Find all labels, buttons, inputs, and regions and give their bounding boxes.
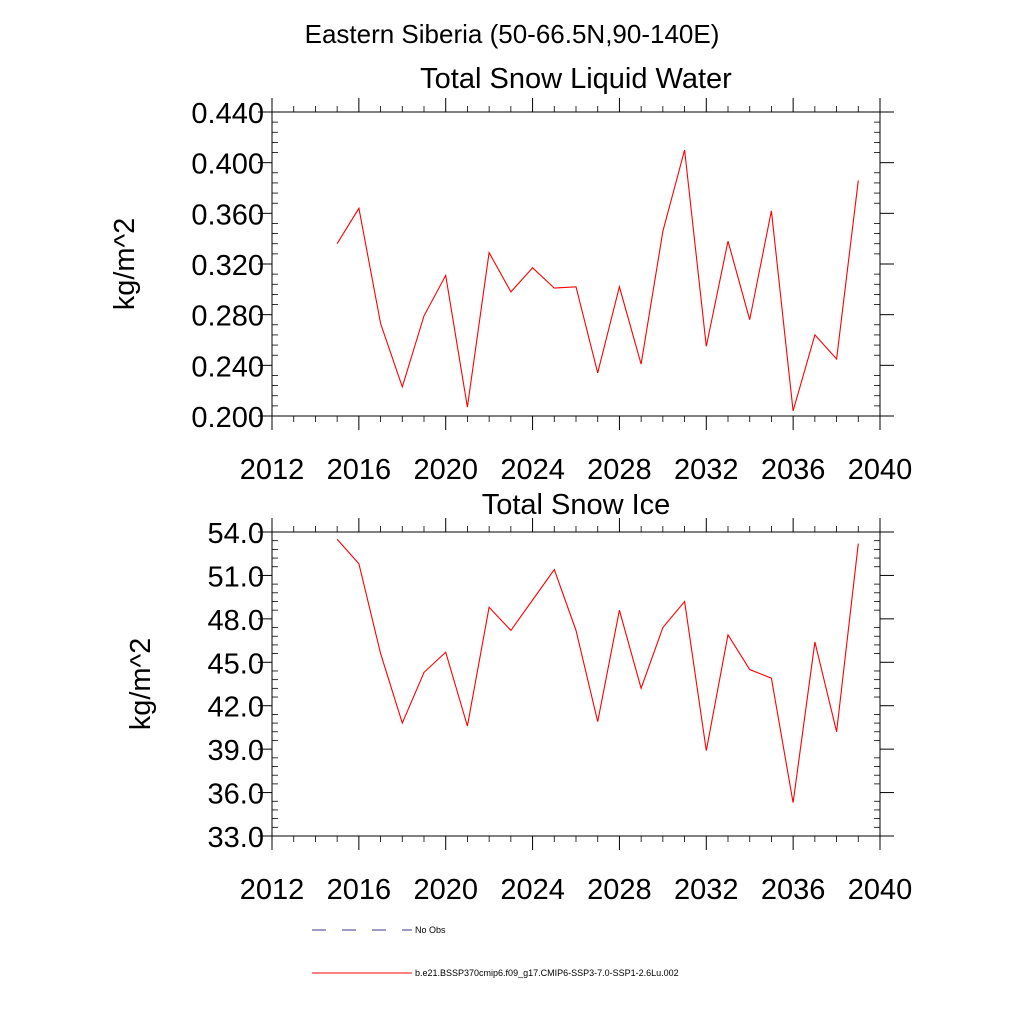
legend: No Obs b.e21.BSSP370cmip6.f09_g17.CMIP6-… [312,925,679,978]
y-axis-label: kg/m^2 [125,638,157,731]
figure-suptitle: Eastern Siberia (50-66.5N,90-140E) [305,19,720,49]
y-tick-label: 0.400 [191,149,264,181]
y-tick-label: 42.0 [208,692,264,724]
panel-snow-ice: Total Snow Ice kg/m^2 2012 2016 2020 2024 2028… [125,489,912,906]
x-tick-label: 2012 [240,874,305,906]
panel-snow-liquid-water: Total Snow Liquid Water kg/m^2 2012 2016 202… [109,63,912,486]
x-tick-label: 2024 [500,874,565,906]
x-tick-label: 2036 [761,874,826,906]
plot-frame [271,531,881,837]
x-tick-label: 2040 [848,874,913,906]
x-tick-label: 2036 [761,454,826,486]
legend-label: No Obs [415,925,446,935]
y-tick-label: 0.200 [191,402,264,434]
chart-title: Total Snow Ice [482,489,671,521]
x-tick-label: 2032 [674,874,739,906]
y-axis-label: kg/m^2 [109,218,141,311]
y-tick-label: 51.0 [208,561,264,593]
series-line [336,149,859,412]
legend-entry-no-obs: No Obs [312,925,446,935]
y-tick-label: 0.240 [191,351,264,383]
y-tick-label: 0.440 [191,98,264,130]
chart-title: Total Snow Liquid Water [420,63,732,95]
x-tick-label: 2020 [413,874,478,906]
y-tick-label: 0.280 [191,301,264,333]
y-tick-label: 45.0 [208,648,264,680]
y-tick-label: 54.0 [208,518,264,550]
y-tick-label: 39.0 [208,735,264,767]
x-tick-label: 2020 [413,454,478,486]
x-tick-label: 2012 [240,454,305,486]
y-tick-label: 48.0 [208,605,264,637]
x-tick-label: 2040 [848,454,913,486]
series-line [336,538,859,803]
legend-label: b.e21.BSSP370cmip6.f09_g17.CMIP6-SSP3-7.… [415,968,679,978]
y-tick-label: 36.0 [208,779,264,811]
y-tick-label: 33.0 [208,822,264,854]
y-tick-label: 0.320 [191,250,264,282]
x-tick-label: 2028 [587,454,652,486]
x-tick-label: 2028 [587,874,652,906]
y-tick-label: 0.360 [191,199,264,231]
x-tick-label: 2016 [327,454,392,486]
x-tick-label: 2016 [327,874,392,906]
x-tick-label: 2032 [674,454,739,486]
legend-entry-model-run: b.e21.BSSP370cmip6.f09_g17.CMIP6-SSP3-7.… [312,968,679,978]
x-tick-label: 2024 [500,454,565,486]
